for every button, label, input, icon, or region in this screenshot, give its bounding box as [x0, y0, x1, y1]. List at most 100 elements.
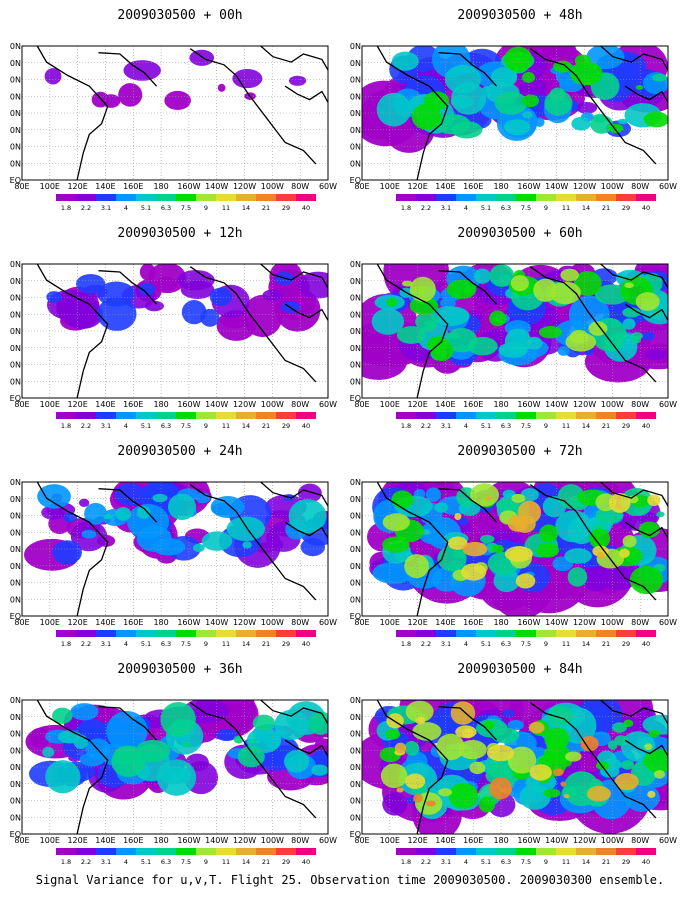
coastline	[98, 52, 158, 87]
legend-label: 14	[242, 640, 250, 648]
variance-contour	[528, 721, 545, 734]
variance-contour	[283, 750, 310, 773]
legend-label: 40	[302, 858, 310, 866]
variance-contour	[614, 735, 629, 746]
variance-contour	[454, 512, 462, 521]
variance-contour	[430, 306, 470, 327]
lon-tick-label: 80E	[14, 836, 29, 845]
lat-tick-label: 40N	[350, 109, 361, 118]
lat-tick-label: 70N	[10, 495, 21, 504]
lon-tick-label: 140W	[205, 618, 228, 627]
variance-contour	[647, 790, 656, 798]
legend-label: 11	[222, 204, 230, 212]
variance-contour	[177, 269, 215, 291]
variance-contour	[569, 61, 603, 86]
lon-tick-label: 60W	[319, 618, 337, 627]
legend-label: 21	[262, 640, 270, 648]
legend-label: 29	[282, 858, 290, 866]
legend-swatch	[116, 848, 136, 855]
variance-contour	[514, 514, 536, 533]
variance-contour	[511, 493, 526, 503]
panel-title: 2009030500 + 36h	[117, 662, 243, 677]
legend-swatch	[436, 630, 456, 637]
variance-contour	[553, 60, 573, 73]
lon-tick-label: 60W	[659, 836, 677, 845]
variance-contour	[115, 507, 132, 521]
legend-swatch	[56, 848, 76, 855]
lat-tick-label: 40N	[10, 763, 21, 772]
legend-swatch	[56, 412, 76, 419]
variance-contour	[404, 554, 429, 579]
lon-tick-label: 120W	[233, 618, 256, 627]
variance-contour	[569, 329, 589, 344]
legend-label: 2.2	[421, 858, 431, 866]
lat-tick-label: EQ	[10, 830, 21, 839]
legend-label: 4	[464, 640, 468, 648]
variance-contour	[588, 321, 608, 336]
lat-tick-label: 80N	[350, 478, 361, 487]
legend-swatch	[76, 848, 96, 855]
lon-tick-label: 160W	[517, 400, 540, 409]
legend-label: 6.3	[161, 204, 171, 212]
variance-contour	[411, 103, 442, 130]
variance-contour	[490, 67, 518, 88]
legend-swatch	[436, 194, 456, 201]
variance-contour	[576, 101, 598, 114]
lat-tick-label: 80N	[10, 696, 21, 705]
legend-swatch	[156, 630, 176, 637]
lon-tick-label: 160W	[517, 182, 540, 191]
legend-swatch	[156, 194, 176, 201]
variance-contour	[413, 794, 423, 803]
lat-tick-label: 40N	[10, 327, 21, 336]
lon-tick-label: 120E	[67, 182, 87, 191]
lat-tick-label: 60N	[10, 512, 21, 521]
variance-contour	[653, 769, 665, 779]
legend-swatch	[96, 194, 116, 201]
lat-tick-label: 20N	[350, 143, 361, 152]
lon-tick-label: 100W	[261, 400, 284, 409]
panel-6: 2009030500 + 36h 80E 100E 120E 140E 160E 180 1…	[10, 662, 350, 880]
variance-contour	[565, 751, 582, 762]
variance-field	[46, 264, 328, 341]
variance-contour	[489, 777, 512, 800]
legend-label: 5.1	[141, 640, 151, 648]
variance-contour	[469, 761, 486, 775]
legend-label: 6.3	[501, 422, 511, 430]
lon-tick-label: 120W	[573, 618, 596, 627]
variance-contour	[446, 279, 477, 299]
variance-map: 80E 100E 120E 140E 160E 180 160W 140W 120W 100W 80…	[350, 260, 677, 430]
variance-field	[24, 482, 328, 571]
lon-tick-label: 120W	[233, 400, 256, 409]
lon-tick-label: 180	[153, 836, 168, 845]
legend-label: 29	[622, 858, 630, 866]
lon-tick-label: 100W	[601, 182, 624, 191]
panel-1: 2009030500 + 48h 80E 100E 120E 140E 160E 180 1…	[350, 8, 690, 226]
legend-label: 40	[302, 422, 310, 430]
variance-map: 80E 100E 120E 140E 160E 180 160W 140W 120W 100W 80…	[350, 42, 677, 212]
coastline	[624, 85, 668, 103]
variance-map: 80E 100E 120E 140E 160E 180 160W 140W 120W 100W 80…	[350, 696, 677, 866]
legend-label: 11	[222, 640, 230, 648]
coastline	[438, 52, 498, 87]
lon-tick-label: 140E	[435, 836, 455, 845]
variance-contour	[504, 546, 533, 562]
legend-swatch	[536, 194, 556, 201]
lon-tick-label: 140W	[545, 618, 568, 627]
legend-swatch	[96, 412, 116, 419]
legend-label: 6.3	[501, 204, 511, 212]
lat-tick-label: 10N	[10, 813, 21, 822]
variance-contour	[635, 292, 660, 311]
legend-swatch	[576, 630, 596, 637]
lon-tick-label: 180	[153, 182, 168, 191]
lon-tick-label: 100E	[380, 836, 400, 845]
lat-tick-label: 10N	[10, 377, 21, 386]
variance-contour	[63, 512, 78, 523]
variance-contour	[78, 498, 90, 508]
lat-tick-label: EQ	[350, 612, 361, 621]
legend-label: 2.2	[81, 422, 91, 430]
variance-contour	[242, 294, 283, 338]
legend-label: 2.2	[421, 204, 431, 212]
lat-tick-label: 10N	[350, 159, 361, 168]
legend-label: 21	[262, 422, 270, 430]
lon-tick-label: 160E	[123, 618, 143, 627]
